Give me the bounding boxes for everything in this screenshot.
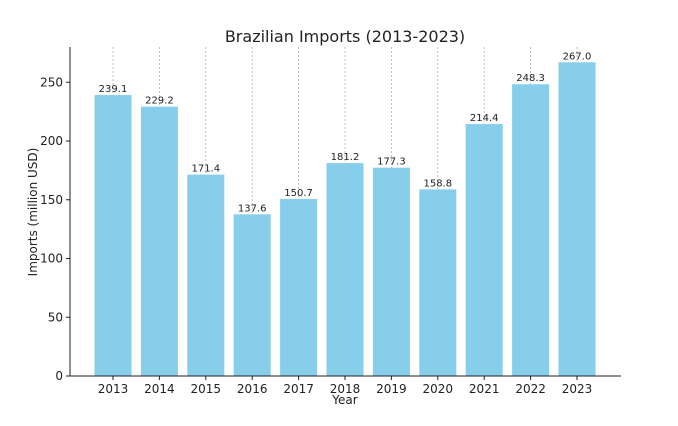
data-label: 150.7 [284, 188, 313, 199]
x-tick-label: 2022 [515, 382, 546, 396]
y-tick-label: 200 [40, 134, 63, 148]
data-label: 177.3 [377, 157, 406, 168]
bar-2013 [94, 95, 132, 377]
data-label: 239.1 [99, 84, 128, 95]
x-tick-label: 2013 [98, 382, 129, 396]
bar-2016 [233, 214, 271, 376]
data-label: 229.2 [145, 96, 174, 107]
x-tick-label: 2014 [144, 382, 175, 396]
x-axis-ticks: 2013 2014 2015 2016 2017 2018 2019 2020 2021 2022… [98, 376, 593, 396]
x-tick-label: 2018 [330, 382, 361, 396]
x-tick-label: 2016 [237, 382, 268, 396]
bar-2023 [558, 62, 596, 377]
bar-2019 [372, 167, 410, 376]
x-tick-label: 2023 [562, 382, 593, 396]
y-axis-label: Imports (million USD) [26, 148, 40, 277]
y-axis-ticks: 0 50 100 150 200 250 [40, 75, 70, 383]
x-tick-label: 2021 [469, 382, 500, 396]
bars [94, 62, 596, 377]
x-tick-label: 2015 [191, 382, 222, 396]
y-tick-label: 50 [48, 310, 63, 324]
data-label: 267.0 [563, 51, 592, 62]
data-labels: 239.1 229.2 171.4 137.6 150.7 181.2 177.3 158.8… [99, 51, 592, 214]
y-tick-label: 100 [40, 252, 63, 266]
x-axis-label: Year [331, 393, 357, 407]
x-tick-label: 2020 [423, 382, 454, 396]
y-tick-label: 0 [55, 369, 63, 383]
data-label: 137.6 [238, 203, 267, 214]
data-label: 248.3 [516, 73, 545, 84]
bar-2022 [512, 84, 550, 376]
data-label: 214.4 [470, 113, 499, 124]
data-label: 171.4 [191, 164, 220, 175]
bar-2017 [280, 198, 318, 376]
bar-2015 [187, 174, 225, 376]
bar-2021 [465, 124, 503, 376]
data-label: 181.2 [331, 152, 360, 163]
y-tick-label: 250 [40, 75, 63, 89]
bar-2018 [326, 163, 364, 376]
y-tick-label: 150 [40, 193, 63, 207]
bar-2014 [140, 106, 178, 376]
x-tick-label: 2017 [283, 382, 314, 396]
bar-2020 [419, 189, 457, 376]
data-label: 158.8 [423, 178, 452, 189]
x-tick-label: 2019 [376, 382, 407, 396]
chart-title: Brazilian Imports (2013-2023) [225, 27, 465, 46]
